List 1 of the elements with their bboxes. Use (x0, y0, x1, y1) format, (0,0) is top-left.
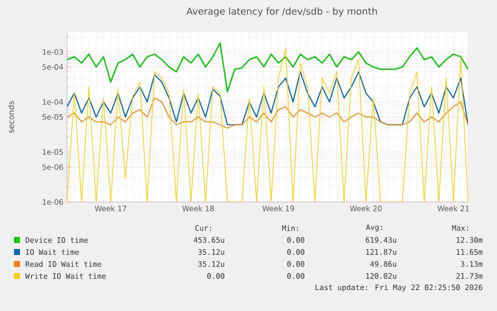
chart-title: Average latency for /dev/sdb - by month (186, 7, 377, 17)
